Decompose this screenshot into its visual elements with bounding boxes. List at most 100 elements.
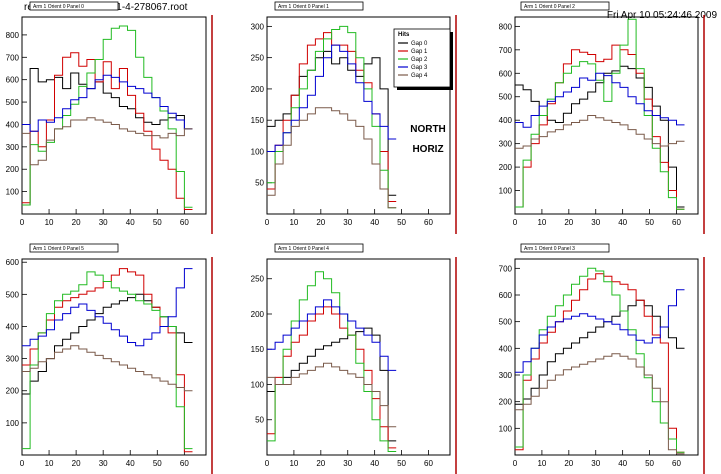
x-tick-label: 30 — [99, 459, 108, 468]
y-tick-label: 400 — [6, 120, 20, 129]
y-tick-label: 700 — [499, 46, 513, 55]
x-tick-label: 10 — [537, 459, 546, 468]
y-tick-label: 400 — [499, 116, 513, 125]
x-tick-label: 20 — [316, 218, 325, 227]
x-tick-label: 10 — [289, 218, 298, 227]
y-tick-label: 200 — [251, 310, 265, 319]
series-line-gap-0 — [267, 327, 397, 442]
x-tick-label: 50 — [645, 459, 654, 468]
panel-title: Arm 1 Orient 0 Panel 0 — [33, 4, 84, 10]
y-tick-label: 150 — [251, 116, 265, 125]
plot-frame — [514, 258, 699, 456]
x-tick-label: 0 — [513, 459, 518, 468]
x-tick-label: 30 — [343, 218, 352, 227]
y-tick-label: 200 — [6, 165, 20, 174]
x-tick-label: 20 — [564, 459, 573, 468]
x-tick-label: 50 — [153, 459, 162, 468]
legend-entry: Gap 3 — [411, 65, 428, 71]
y-tick-label: 300 — [251, 22, 265, 31]
legend-entry: Gap 4 — [411, 73, 428, 79]
series-line-gap-2 — [22, 25, 193, 208]
y-tick-label: 800 — [499, 22, 513, 31]
y-tick-label: 400 — [6, 322, 20, 331]
series-line-gap-3 — [267, 299, 397, 371]
y-tick-label: 500 — [499, 318, 513, 327]
x-tick-label: 30 — [343, 459, 352, 468]
plot-frame — [21, 16, 207, 215]
y-tick-label: 700 — [6, 53, 20, 62]
x-tick-label: 10 — [45, 218, 54, 227]
x-tick-label: 20 — [316, 459, 325, 468]
overlay-label-north: NORTH — [410, 124, 446, 135]
x-tick-label: 0 — [265, 218, 270, 227]
x-tick-label: 30 — [591, 218, 600, 227]
x-tick-label: 60 — [424, 459, 433, 468]
x-tick-label: 60 — [672, 459, 681, 468]
x-tick-label: 60 — [180, 218, 189, 227]
x-tick-label: 20 — [564, 218, 573, 227]
x-tick-label: 40 — [370, 459, 379, 468]
series-line-gap-0 — [22, 68, 193, 206]
y-tick-label: 100 — [251, 380, 265, 389]
x-tick-label: 20 — [72, 218, 81, 227]
y-tick-label: 400 — [499, 344, 513, 353]
x-tick-label: 60 — [672, 218, 681, 227]
panel-title-box — [274, 243, 364, 253]
series-line-gap-1 — [22, 52, 193, 210]
y-tick-label: 600 — [499, 291, 513, 300]
series-line-gap-4 — [515, 115, 685, 149]
y-tick-label: 300 — [499, 371, 513, 380]
x-tick-label: 60 — [180, 459, 189, 468]
plot-frame — [266, 258, 451, 456]
y-tick-label: 700 — [499, 264, 513, 273]
y-tick-label: 300 — [6, 143, 20, 152]
series-line-gap-4 — [22, 345, 193, 392]
x-tick-label: 40 — [126, 218, 135, 227]
overlay-label-horiz: HORIZ — [412, 144, 443, 155]
x-tick-label: 10 — [45, 459, 54, 468]
legend-entry: Gap 1 — [411, 49, 428, 55]
y-tick-label: 600 — [6, 76, 20, 85]
x-tick-label: 40 — [126, 459, 135, 468]
legend-entry: Gap 2 — [411, 57, 428, 63]
y-tick-label: 150 — [251, 345, 265, 354]
series-line-gap-0 — [267, 50, 397, 196]
panel-title: Arm 1 Orient 0 Panel 5 — [33, 246, 84, 252]
x-tick-label: 30 — [99, 218, 108, 227]
x-tick-label: 40 — [618, 459, 627, 468]
y-tick-label: 250 — [251, 54, 265, 63]
panel-title: Arm 1 Orient 0 Panel 4 — [278, 246, 329, 252]
series-line-gap-2 — [515, 18, 685, 210]
series-line-gap-3 — [515, 72, 685, 128]
y-tick-label: 50 — [255, 416, 264, 425]
x-tick-label: 10 — [537, 218, 546, 227]
y-tick-label: 600 — [499, 69, 513, 78]
legend-title: Hits — [398, 32, 410, 38]
y-tick-label: 300 — [6, 355, 20, 364]
y-tick-label: 100 — [499, 187, 513, 196]
series-line-gap-1 — [515, 44, 685, 210]
y-tick-label: 200 — [499, 163, 513, 172]
series-line-gap-2 — [267, 271, 397, 452]
x-tick-label: 0 — [20, 459, 25, 468]
panel-title: Arm 1 Orient 0 Panel 2 — [524, 4, 575, 10]
y-tick-label: 250 — [251, 275, 265, 284]
y-tick-label: 200 — [499, 398, 513, 407]
x-tick-label: 50 — [153, 218, 162, 227]
y-tick-label: 500 — [6, 290, 20, 299]
x-tick-label: 60 — [424, 218, 433, 227]
x-tick-label: 40 — [370, 218, 379, 227]
legend-entry: Gap 0 — [411, 41, 428, 47]
series-line-gap-3 — [22, 74, 193, 132]
plot-frame — [21, 258, 207, 456]
series-line-gap-1 — [22, 268, 193, 453]
x-tick-label: 10 — [289, 459, 298, 468]
plot-frame — [266, 16, 451, 215]
x-tick-label: 50 — [397, 459, 406, 468]
series-line-gap-4 — [515, 353, 685, 455]
series-line-gap-2 — [515, 267, 685, 453]
y-tick-label: 500 — [499, 93, 513, 102]
x-tick-label: 50 — [397, 218, 406, 227]
series-line-gap-4 — [267, 107, 397, 209]
